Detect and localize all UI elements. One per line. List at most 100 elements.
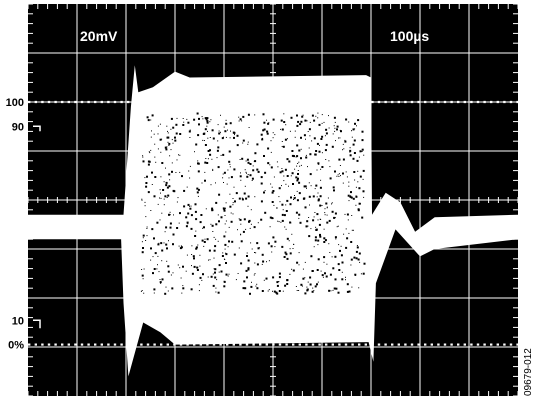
noise-speckle: [298, 264, 300, 266]
noise-speckle: [317, 192, 319, 194]
noise-speckle: [248, 127, 250, 128]
noise-speckle: [338, 269, 341, 271]
noise-speckle: [220, 114, 221, 116]
noise-speckle: [357, 181, 359, 183]
noise-speckle: [335, 238, 337, 240]
noise-speckle: [204, 144, 207, 146]
noise-speckle: [271, 186, 273, 188]
noise-speckle: [179, 171, 181, 173]
noise-speckle: [221, 255, 224, 257]
noise-speckle: [220, 216, 223, 219]
noise-speckle: [233, 168, 236, 171]
noise-speckle: [246, 158, 249, 161]
noise-speckle: [313, 216, 315, 218]
noise-speckle: [355, 204, 357, 206]
noise-speckle: [305, 156, 308, 159]
noise-speckle: [157, 203, 159, 205]
noise-speckle: [254, 160, 257, 163]
noise-speckle: [277, 220, 279, 222]
noise-speckle: [330, 290, 332, 292]
noise-speckle: [150, 149, 152, 151]
noise-speckle: [193, 118, 196, 121]
noise-speckle: [357, 170, 359, 172]
noise-speckle: [198, 117, 200, 120]
noise-speckle: [267, 242, 270, 245]
noise-speckle: [348, 232, 350, 234]
noise-speckle: [285, 253, 288, 256]
noise-speckle: [317, 281, 319, 283]
noise-speckle: [317, 199, 320, 202]
noise-speckle: [222, 153, 225, 156]
noise-speckle: [179, 154, 181, 156]
noise-speckle: [160, 176, 162, 178]
noise-speckle: [307, 131, 309, 132]
noise-speckle: [286, 237, 289, 240]
noise-speckle: [205, 158, 207, 159]
noise-speckle: [293, 244, 295, 245]
noise-speckle: [249, 163, 252, 165]
noise-speckle: [197, 162, 200, 165]
noise-speckle: [355, 195, 358, 198]
noise-speckle: [181, 175, 183, 178]
noise-speckle: [291, 233, 293, 235]
noise-speckle: [176, 159, 178, 161]
noise-speckle: [326, 214, 328, 216]
noise-speckle: [284, 138, 287, 141]
noise-speckle: [215, 287, 217, 289]
noise-speckle: [195, 218, 198, 221]
noise-speckle: [308, 195, 311, 198]
noise-speckle: [141, 241, 143, 243]
noise-speckle: [247, 268, 250, 271]
noise-speckle: [243, 192, 246, 195]
noise-speckle: [306, 187, 307, 189]
noise-speckle: [229, 122, 232, 125]
noise-speckle: [263, 128, 266, 131]
noise-speckle: [260, 176, 263, 179]
noise-speckle: [286, 175, 289, 177]
noise-speckle: [289, 130, 291, 132]
noise-speckle: [362, 272, 365, 275]
noise-speckle: [215, 238, 217, 240]
noise-speckle: [358, 252, 361, 255]
noise-speckle: [254, 273, 256, 275]
noise-speckle: [166, 186, 169, 189]
noise-speckle: [229, 137, 231, 139]
noise-speckle: [166, 146, 168, 148]
noise-speckle: [299, 221, 302, 224]
noise-speckle: [141, 198, 143, 200]
noise-speckle: [296, 165, 298, 167]
noise-speckle: [256, 168, 259, 171]
noise-speckle: [315, 115, 317, 117]
noise-speckle: [264, 171, 267, 174]
noise-speckle: [251, 180, 253, 181]
noise-speckle: [251, 281, 252, 283]
noise-speckle: [339, 249, 341, 252]
noise-speckle: [167, 130, 168, 132]
noise-speckle: [349, 149, 352, 152]
noise-speckle: [146, 226, 148, 228]
reference-tick-marker: [33, 125, 41, 132]
noise-speckle: [281, 185, 282, 187]
noise-speckle: [240, 234, 242, 236]
noise-speckle: [357, 119, 360, 122]
noise-speckle: [225, 262, 227, 264]
noise-speckle: [142, 278, 144, 280]
noise-speckle: [151, 130, 152, 132]
noise-speckle: [250, 242, 252, 244]
noise-speckle: [313, 119, 316, 122]
reference-level-label: 0%: [8, 340, 24, 352]
noise-speckle: [310, 255, 313, 258]
noise-speckle: [142, 237, 144, 239]
noise-speckle: [225, 252, 227, 254]
noise-speckle: [300, 120, 303, 123]
noise-speckle: [238, 218, 240, 220]
noise-speckle: [251, 248, 253, 250]
noise-speckle: [247, 174, 249, 175]
noise-speckle: [285, 124, 287, 126]
noise-speckle: [198, 290, 200, 292]
reference-level-label: 90: [12, 121, 24, 133]
noise-speckle: [217, 146, 220, 149]
noise-speckle: [206, 120, 209, 123]
noise-speckle: [270, 183, 272, 185]
